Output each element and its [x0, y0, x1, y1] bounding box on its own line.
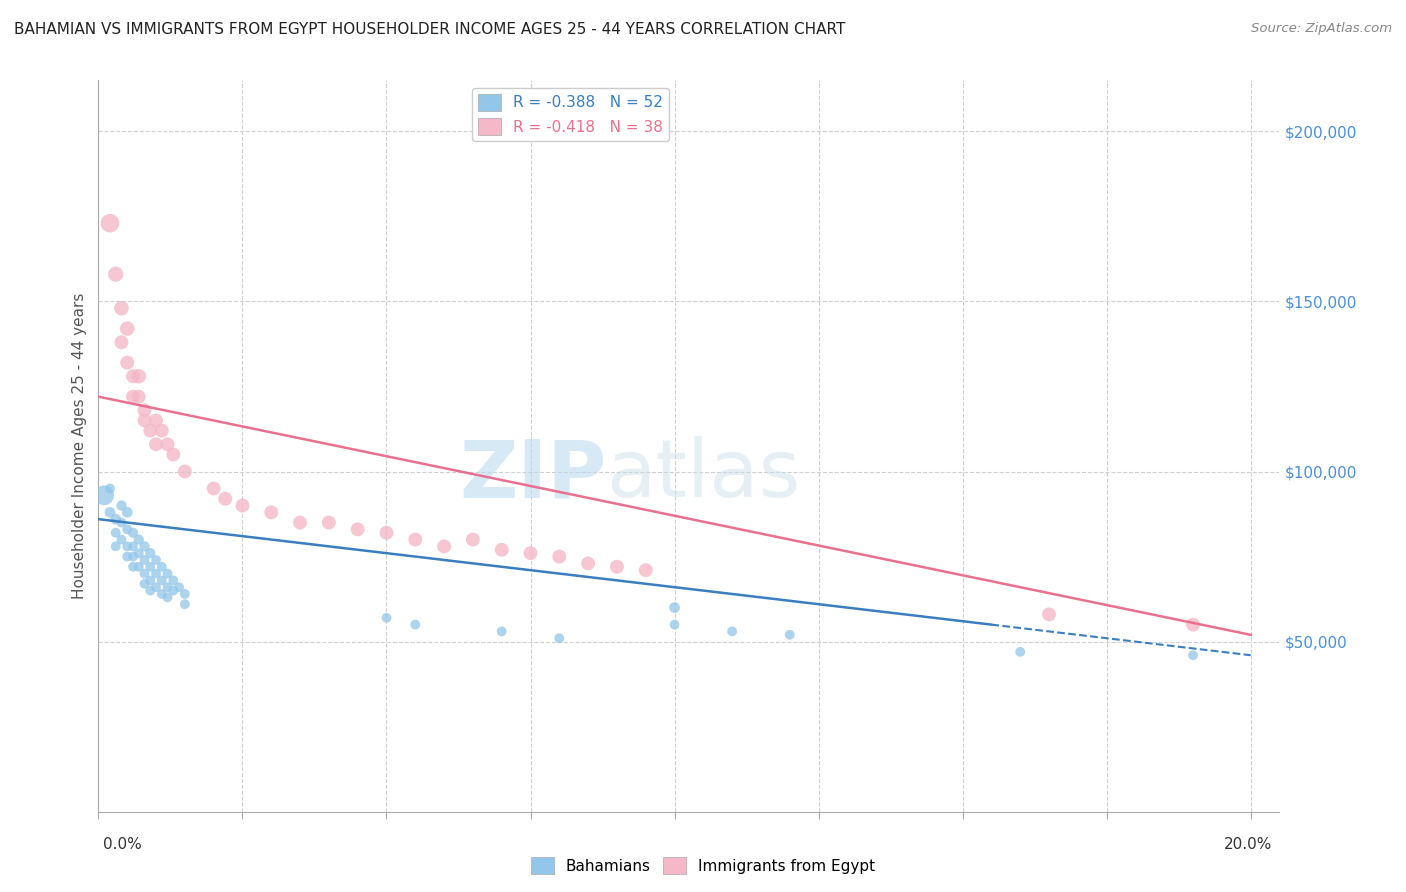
Point: [145, 566, 167, 581]
Point: [115, 522, 138, 536]
Point: [231, 499, 253, 513]
Point: [433, 540, 456, 554]
Point: [128, 533, 150, 547]
Point: [110, 499, 132, 513]
Point: [548, 549, 571, 564]
Point: [664, 617, 686, 632]
Point: [110, 533, 132, 547]
Point: [576, 557, 599, 571]
Point: [115, 321, 138, 335]
Text: atlas: atlas: [606, 436, 800, 515]
Point: [115, 356, 138, 370]
Point: [606, 559, 628, 574]
Point: [145, 580, 167, 594]
Point: [634, 563, 657, 577]
Y-axis label: Householder Income Ages 25 - 44 years: Householder Income Ages 25 - 44 years: [72, 293, 87, 599]
Point: [134, 413, 156, 427]
Point: [202, 482, 225, 496]
Point: [104, 267, 127, 281]
Point: [110, 516, 132, 530]
Point: [491, 542, 513, 557]
Text: 0.0%: 0.0%: [103, 837, 142, 852]
Point: [139, 574, 162, 588]
Point: [519, 546, 541, 560]
Point: [1182, 648, 1205, 663]
Point: [122, 559, 145, 574]
Text: BAHAMIAN VS IMMIGRANTS FROM EGYPT HOUSEHOLDER INCOME AGES 25 - 44 YEARS CORRELAT: BAHAMIAN VS IMMIGRANTS FROM EGYPT HOUSEH…: [14, 22, 845, 37]
Point: [150, 559, 173, 574]
Point: [128, 559, 150, 574]
Point: [122, 369, 145, 384]
Point: [110, 335, 132, 350]
Point: [115, 540, 138, 554]
Legend: R = -0.388   N = 52, R = -0.418   N = 38: R = -0.388 N = 52, R = -0.418 N = 38: [472, 88, 669, 141]
Point: [139, 424, 162, 438]
Point: [150, 574, 173, 588]
Point: [145, 553, 167, 567]
Point: [150, 424, 173, 438]
Point: [122, 390, 145, 404]
Point: [128, 546, 150, 560]
Point: [134, 576, 156, 591]
Point: [346, 522, 368, 536]
Point: [156, 437, 179, 451]
Point: [134, 540, 156, 554]
Point: [145, 413, 167, 427]
Point: [173, 465, 195, 479]
Point: [173, 587, 195, 601]
Point: [288, 516, 311, 530]
Point: [375, 525, 398, 540]
Point: [173, 597, 195, 611]
Point: [461, 533, 484, 547]
Point: [104, 512, 127, 526]
Point: [122, 540, 145, 554]
Point: [548, 631, 571, 645]
Point: [104, 540, 127, 554]
Point: [110, 301, 132, 316]
Point: [162, 583, 184, 598]
Point: [318, 516, 340, 530]
Point: [1010, 645, 1032, 659]
Point: [128, 390, 150, 404]
Point: [145, 437, 167, 451]
Point: [260, 505, 283, 519]
Point: [98, 482, 121, 496]
Point: [162, 574, 184, 588]
Point: [375, 611, 398, 625]
Text: ZIP: ZIP: [458, 436, 606, 515]
Text: Source: ZipAtlas.com: Source: ZipAtlas.com: [1251, 22, 1392, 36]
Point: [115, 505, 138, 519]
Point: [139, 559, 162, 574]
Legend: Bahamians, Immigrants from Egypt: Bahamians, Immigrants from Egypt: [524, 851, 882, 880]
Point: [139, 583, 162, 598]
Point: [128, 369, 150, 384]
Point: [134, 553, 156, 567]
Point: [156, 591, 179, 605]
Point: [156, 580, 179, 594]
Point: [139, 546, 162, 560]
Point: [104, 525, 127, 540]
Point: [98, 216, 121, 230]
Point: [134, 566, 156, 581]
Point: [1038, 607, 1060, 622]
Point: [134, 403, 156, 417]
Point: [167, 580, 190, 594]
Point: [156, 566, 179, 581]
Point: [404, 617, 426, 632]
Point: [162, 448, 184, 462]
Point: [664, 600, 686, 615]
Point: [122, 525, 145, 540]
Point: [98, 505, 121, 519]
Point: [1182, 617, 1205, 632]
Point: [491, 624, 513, 639]
Point: [721, 624, 744, 639]
Point: [404, 533, 426, 547]
Point: [122, 549, 145, 564]
Point: [150, 587, 173, 601]
Point: [93, 488, 115, 502]
Text: 20.0%: 20.0%: [1225, 837, 1272, 852]
Point: [115, 549, 138, 564]
Point: [779, 628, 801, 642]
Point: [214, 491, 236, 506]
